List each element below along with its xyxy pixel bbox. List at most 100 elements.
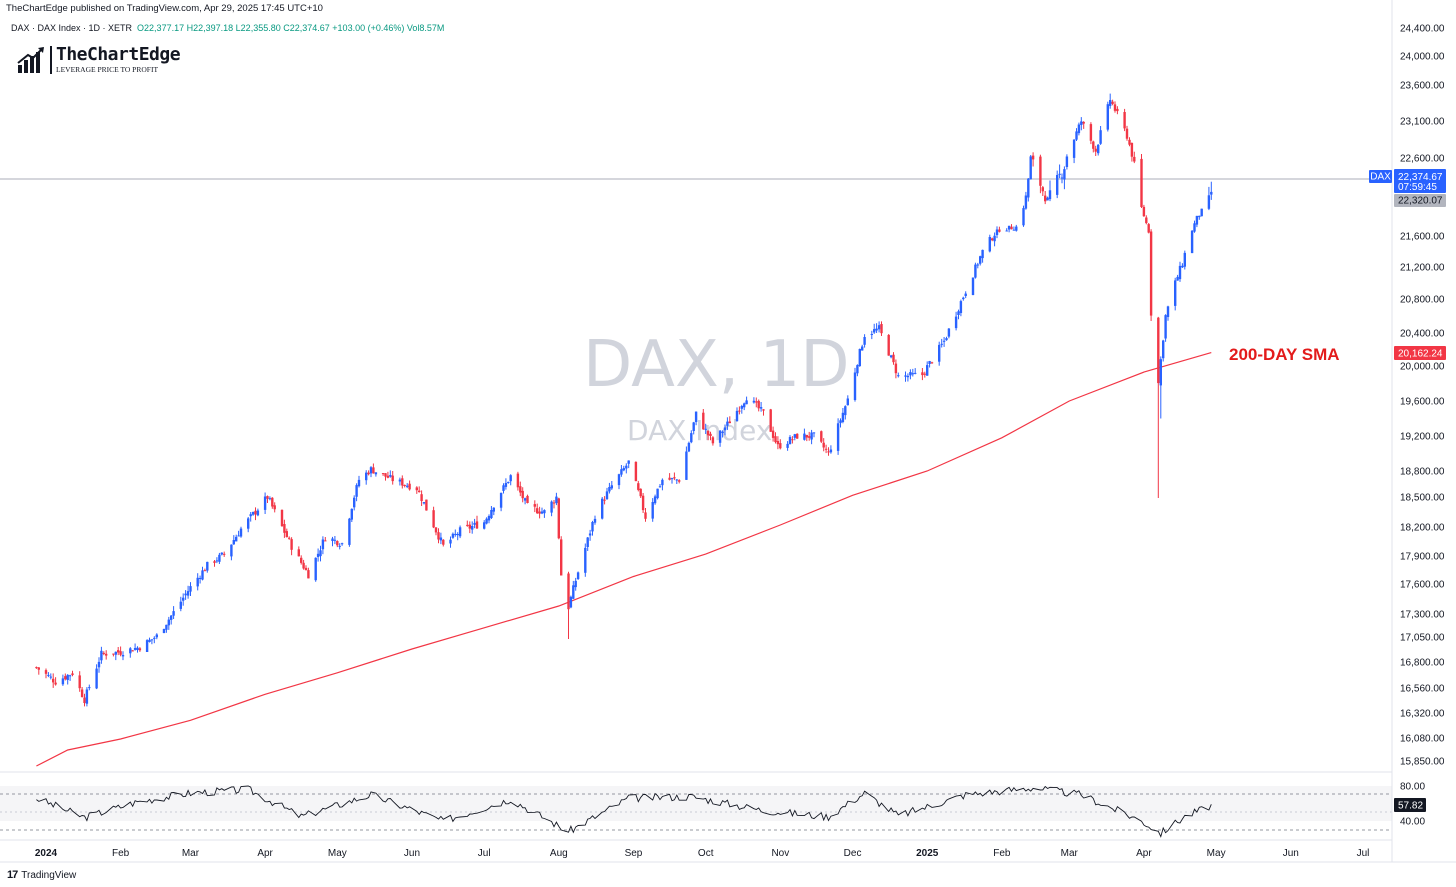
last-price-badge-bg <box>1394 169 1446 193</box>
candle <box>131 650 134 652</box>
candle-body <box>926 365 929 376</box>
candle <box>1157 316 1160 498</box>
candle-body <box>757 400 760 409</box>
candle-body <box>365 472 368 481</box>
candle-body <box>911 373 914 375</box>
candle-body <box>454 533 457 535</box>
candle-body <box>336 541 339 546</box>
candle <box>540 507 544 515</box>
candle <box>247 517 250 533</box>
ohlc-change: +103.00 (+0.46%) <box>332 23 405 33</box>
candle-body <box>1113 104 1117 111</box>
candle <box>877 321 881 333</box>
tradingview-footer[interactable]: 17 TradingView <box>7 869 76 881</box>
candle <box>283 519 286 538</box>
candle <box>357 475 361 488</box>
candle <box>350 508 353 522</box>
candle-body <box>974 264 977 278</box>
candle-body <box>398 479 402 482</box>
candle-body <box>80 689 84 697</box>
candle <box>1044 191 1047 205</box>
candle-body <box>348 518 351 545</box>
candle <box>605 487 609 500</box>
candle <box>774 432 777 444</box>
candle-body <box>145 640 149 652</box>
candle <box>1010 224 1013 230</box>
candle-body <box>620 469 623 475</box>
candle-body <box>182 597 185 601</box>
y-tick-label: 17,300.00 <box>1400 610 1445 621</box>
candle-body <box>1015 226 1018 231</box>
candle <box>678 479 681 484</box>
candle-body <box>1109 100 1112 106</box>
x-tick-label: Apr <box>257 848 273 859</box>
candle <box>755 397 758 408</box>
candle <box>793 433 796 441</box>
candle <box>976 262 979 269</box>
candle <box>1183 250 1186 270</box>
x-tick-label: May <box>328 848 347 859</box>
ohlc-low: L22,355.80 <box>235 23 281 33</box>
candle-body <box>690 433 693 443</box>
candle <box>786 441 789 451</box>
candle <box>858 348 861 367</box>
candle <box>114 651 117 661</box>
candle <box>711 436 715 446</box>
candle <box>567 571 570 639</box>
candle <box>249 512 252 522</box>
candle-body <box>381 473 385 475</box>
candle <box>1024 191 1028 210</box>
candle-body <box>637 483 640 490</box>
candle <box>593 515 597 525</box>
candle-body <box>129 648 132 654</box>
candle-body <box>658 486 662 488</box>
x-tick-label: Jun <box>1283 848 1299 859</box>
candle <box>887 334 890 356</box>
candle <box>617 473 621 490</box>
candle-body <box>538 511 541 514</box>
candle-body <box>685 451 688 480</box>
candle <box>280 509 284 527</box>
candle <box>704 423 707 434</box>
candle-body <box>52 678 55 683</box>
y-tick-label: 20,800.00 <box>1400 295 1445 306</box>
candle <box>1190 230 1194 254</box>
candle-body <box>820 431 823 442</box>
candle-body <box>473 522 476 525</box>
y-tick-label: 20,000.00 <box>1400 362 1445 373</box>
candle-body <box>66 674 69 680</box>
candle <box>333 536 337 545</box>
candle-body <box>709 433 712 436</box>
candle-body <box>1162 340 1165 359</box>
candle <box>538 506 541 519</box>
y-tick-label: 19,200.00 <box>1400 432 1445 443</box>
candle-body <box>622 468 625 471</box>
candle <box>981 249 984 263</box>
symbol-name[interactable]: DAX · DAX Index · 1D · XETR <box>11 23 133 33</box>
candle-body <box>605 491 609 500</box>
candle <box>1195 215 1199 228</box>
candle <box>300 555 303 565</box>
candle <box>974 262 977 279</box>
candle <box>170 615 173 625</box>
candle-body <box>584 547 587 573</box>
candle <box>100 646 103 664</box>
candle <box>71 670 74 677</box>
candle-body <box>1149 231 1153 316</box>
candle-body <box>740 406 743 409</box>
candle-body <box>201 570 204 580</box>
candle-body <box>723 427 727 431</box>
candle-body <box>1207 195 1211 209</box>
candle-body <box>355 485 358 497</box>
candle-body <box>971 277 975 295</box>
candle <box>668 473 671 481</box>
candle <box>203 568 207 572</box>
watermark-subtitle: DAX Index <box>627 414 773 447</box>
candle-body <box>170 615 173 620</box>
candle-body <box>839 420 842 424</box>
candle-body <box>220 552 223 555</box>
candle <box>894 359 898 379</box>
candle-body <box>150 639 154 641</box>
candle-body <box>923 373 926 375</box>
